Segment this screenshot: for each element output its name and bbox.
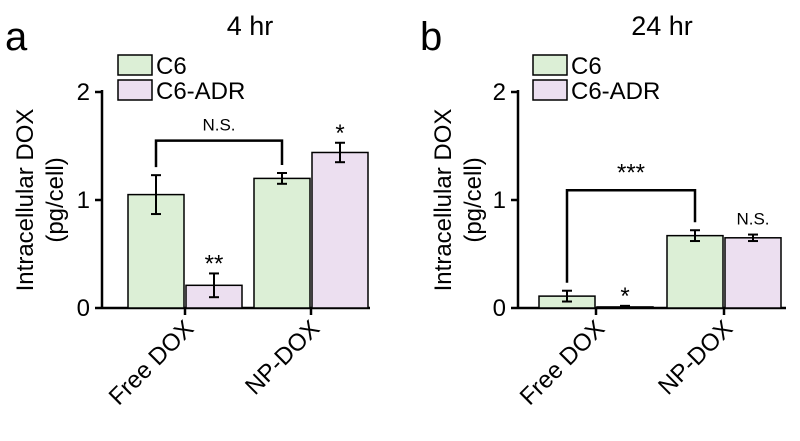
bar	[724, 237, 782, 309]
legend-swatch	[117, 79, 153, 101]
category-label-group: NP-DOX	[653, 315, 738, 400]
legend-swatch	[532, 79, 568, 101]
significance-label: ***	[617, 159, 645, 186]
category-label: Free DOX	[104, 315, 199, 410]
y-axis-label-line: Intracellular DOX	[430, 109, 457, 292]
category-label: NP-DOX	[653, 315, 738, 400]
y-tick-label: 0	[77, 295, 90, 322]
legend-label: C6-ADR	[571, 78, 660, 105]
y-axis-label: Intracellular DOX (pg/cell)	[12, 109, 69, 292]
significance-bracket	[154, 139, 284, 168]
category-label-group: NP-DOX	[240, 315, 325, 400]
panel-letter: a	[5, 15, 28, 59]
legend-label: C6	[156, 53, 187, 80]
bar	[666, 234, 724, 309]
panel-title: 24 hr	[631, 11, 693, 41]
category-label-group: Free DOX	[515, 315, 610, 410]
bar	[311, 151, 369, 309]
y-axis-label-line: (pg/cell)	[460, 157, 487, 242]
y-tick-label: 1	[77, 187, 90, 214]
y-axis-label-line: Intracellular DOX	[12, 109, 39, 292]
significance-label: *	[335, 120, 344, 147]
legend-label: C6	[571, 53, 602, 80]
y-tick-label: 2	[77, 79, 90, 106]
significance-label: **	[205, 250, 224, 277]
significance-label: *	[620, 283, 629, 310]
legend-swatch	[117, 54, 153, 76]
panel-title: 4 hr	[227, 11, 274, 41]
category-label-group: Free DOX	[104, 315, 199, 410]
y-axis-label: Intracellular DOX (pg/cell)	[430, 109, 487, 292]
legend-swatch	[532, 54, 568, 76]
legend-label: C6-ADR	[156, 78, 245, 105]
significance-label: N.S.	[736, 210, 769, 229]
significance-label: N.S.	[202, 116, 235, 135]
y-tick-label: 1	[493, 187, 506, 214]
y-axis-label-line: (pg/cell)	[42, 157, 69, 242]
bar	[253, 177, 311, 309]
significance-bracket	[565, 189, 697, 283]
category-label: Free DOX	[515, 315, 610, 410]
panel-letter: b	[420, 15, 442, 59]
category-label: NP-DOX	[240, 315, 325, 400]
y-tick-label: 0	[493, 295, 506, 322]
y-tick-label: 2	[493, 79, 506, 106]
